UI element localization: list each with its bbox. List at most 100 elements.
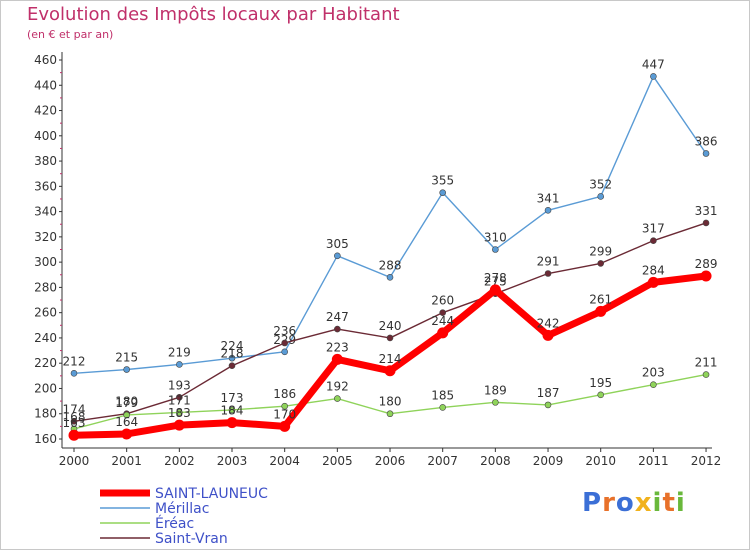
data-label: 278	[484, 271, 507, 285]
y-tick-label: 240	[34, 331, 57, 345]
data-point	[384, 365, 396, 377]
data-label: 291	[537, 255, 560, 269]
data-label: 224	[221, 339, 244, 353]
data-point	[650, 73, 657, 80]
data-label: 236	[273, 324, 296, 338]
y-tick-label: 420	[34, 104, 57, 118]
data-label: 168	[63, 410, 86, 424]
data-label: 219	[168, 345, 191, 359]
data-label: 180	[115, 395, 138, 409]
data-point	[176, 361, 183, 368]
data-point	[331, 353, 343, 365]
chart-subtitle: (en € et par an)	[27, 28, 114, 41]
logo-letter: x	[634, 488, 653, 518]
data-point	[702, 150, 710, 157]
axes: 160 180 200 220 240 260 280 300 320 340 360 380 400 4…	[34, 52, 721, 468]
data-point	[542, 329, 554, 341]
data-label: 447	[642, 57, 665, 71]
data-label: 341	[537, 191, 560, 205]
data-label: 170	[273, 407, 296, 421]
data-point	[595, 305, 607, 317]
data-point	[228, 406, 236, 414]
data-point	[121, 428, 133, 440]
data-point	[439, 189, 446, 196]
data-label: 299	[589, 244, 612, 258]
data-point	[702, 371, 710, 378]
x-tick-label: 2003	[217, 454, 248, 468]
data-label: 214	[379, 352, 402, 366]
x-tick-label: 2005	[322, 454, 353, 468]
data-point	[597, 391, 605, 399]
y-tick-label: 160	[34, 432, 57, 446]
x-tick-label: 2007	[427, 454, 458, 468]
data-point	[334, 395, 341, 402]
data-label: 223	[326, 340, 349, 354]
data-label: 185	[431, 388, 454, 402]
data-label: 386	[695, 134, 718, 148]
y-tick-label: 340	[34, 205, 57, 219]
data-label: 284	[642, 263, 665, 277]
data-point	[647, 276, 659, 288]
y-tick-label: 380	[34, 154, 57, 168]
data-label: 186	[273, 387, 296, 401]
data-label: 355	[431, 174, 454, 188]
data-point	[70, 418, 78, 425]
data-label: 310	[484, 231, 507, 245]
data-point	[334, 325, 341, 333]
data-label: 240	[379, 319, 402, 333]
legend-label: Mérillac	[155, 501, 209, 517]
data-point	[123, 366, 130, 373]
logo-letter: t	[662, 488, 676, 518]
x-tick-label: 2009	[533, 454, 564, 468]
y-tick-label: 300	[34, 255, 57, 269]
data-label: 215	[115, 351, 138, 365]
y-tick-label: 360	[34, 179, 57, 193]
series-saint-launeuc: 163 164 183 184 170 223 214 244 278 242 261 284 289	[63, 257, 717, 441]
data-label: 173	[221, 391, 244, 405]
data-point	[70, 370, 78, 377]
data-label: 244	[431, 314, 454, 328]
x-tick-label: 2004	[269, 454, 300, 468]
data-point	[386, 334, 394, 342]
y-tick-label: 260	[34, 306, 57, 320]
y-tick-label: 200	[34, 381, 57, 395]
x-tick-label: 2002	[164, 454, 195, 468]
data-label: 193	[168, 378, 191, 392]
data-point	[334, 252, 341, 260]
data-point	[702, 219, 710, 227]
data-label: 211	[695, 356, 718, 370]
series-saint-vran: 174 180 193 218 236 247 240 260 275 291 299 317 331	[63, 204, 718, 425]
data-point	[279, 420, 291, 432]
y-tick-label: 460	[34, 53, 57, 67]
data-label: 192	[326, 380, 349, 394]
data-label: 331	[695, 204, 718, 218]
legend-label: Éréac	[155, 515, 194, 532]
data-point	[123, 411, 130, 419]
series--r-ac: 168 179 171 173 186 192 180 185 189 187 195 203 211	[63, 356, 718, 433]
y-tick-label: 280	[34, 280, 57, 294]
data-point	[544, 270, 552, 277]
data-label: 261	[589, 292, 612, 306]
data-label: 187	[537, 386, 560, 400]
y-tick-label: 180	[34, 407, 57, 421]
data-point	[492, 246, 499, 253]
data-point	[650, 237, 657, 244]
series-m-rillac: 212215219224229305288355310341352447386	[63, 57, 718, 377]
y-tick-label: 320	[34, 230, 57, 244]
y-tick-label: 220	[34, 356, 57, 370]
x-tick-label: 2012	[691, 454, 722, 468]
data-label: 189	[484, 383, 507, 397]
data-point	[597, 193, 605, 200]
data-point	[173, 419, 185, 431]
data-point	[544, 401, 552, 409]
logo-letter: P	[582, 488, 603, 518]
series-layer: 2122152192242293052883553103413524473861…	[63, 57, 718, 441]
data-label: 183	[168, 406, 191, 420]
x-tick-label: 2011	[638, 454, 669, 468]
logo-letter: i	[675, 488, 686, 518]
data-label: 195	[589, 376, 612, 390]
data-label: 352	[589, 177, 612, 191]
data-label: 164	[115, 415, 138, 429]
data-point	[597, 260, 605, 267]
